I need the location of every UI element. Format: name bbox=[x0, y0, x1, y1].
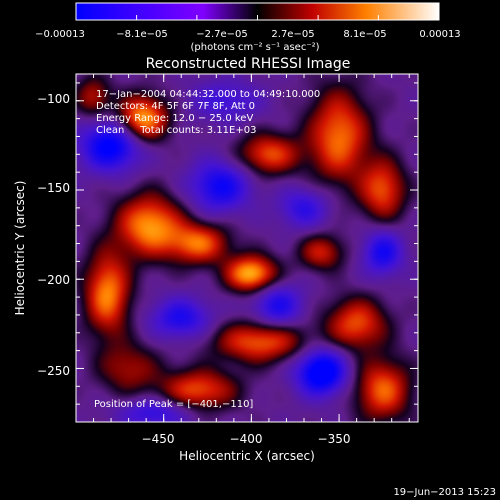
colorbar-ticks bbox=[75, 15, 440, 20]
annotation-clean: Clean Total counts: 3.11E+03 bbox=[96, 125, 256, 136]
chart-title: Reconstructed RHESSI Image bbox=[146, 56, 351, 72]
peak-position-label: Position of Peak = [−401,−110] bbox=[94, 399, 253, 410]
colorbar-tick-label: −0.00013 bbox=[35, 29, 85, 40]
y-tick-label: −250 bbox=[37, 364, 70, 378]
x-axis-label: Heliocentric X (arcsec) bbox=[179, 449, 315, 463]
x-tick-label: −400 bbox=[230, 432, 263, 446]
x-tick-label: −450 bbox=[142, 432, 175, 446]
colorbar-tick-label: 0.00013 bbox=[419, 29, 460, 40]
axes bbox=[76, 74, 418, 422]
annotation-energy: Energy Range: 12.0 − 25.0 keV bbox=[96, 113, 253, 124]
y-tick-label: −100 bbox=[37, 92, 70, 106]
colorbar-tick-label: −8.1e−05 bbox=[116, 29, 168, 40]
y-axis-label: Heliocentric Y (arcsec) bbox=[13, 181, 27, 316]
heatmap-image bbox=[76, 74, 418, 422]
colorbar-tick-label: 2.7e−05 bbox=[271, 29, 314, 40]
colorbar-tick-label: −2.7e−05 bbox=[196, 29, 248, 40]
plot-frame bbox=[75, 73, 419, 423]
x-tick-label: −350 bbox=[318, 432, 351, 446]
annotation-time: 17−Jan−2004 04:44:32.000 to 04:49:10.000 bbox=[96, 89, 320, 100]
y-tick-label: −200 bbox=[37, 273, 70, 287]
colorbar-tick-label: 8.1e−05 bbox=[343, 29, 386, 40]
y-tick-label: −150 bbox=[37, 181, 70, 195]
footer-date: 19−Jun−2013 15:23 bbox=[393, 487, 496, 498]
annotation-detectors: Detectors: 4F 5F 6F 7F 8F, Att 0 bbox=[96, 101, 255, 112]
colorbar-unit-label: (photons cm⁻² s⁻¹ asec⁻²) bbox=[190, 42, 319, 53]
